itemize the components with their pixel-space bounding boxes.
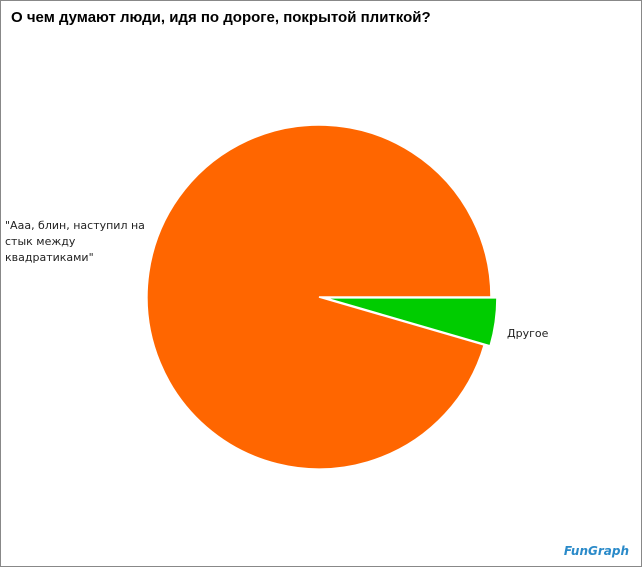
chart-title: О чем думают люди, идя по дороге, покрыт… bbox=[11, 9, 431, 26]
slice-label: Другое bbox=[507, 327, 549, 340]
watermark: FunGraph bbox=[563, 544, 629, 558]
pie-slice bbox=[146, 124, 492, 470]
slice-label: "Ааа, блин, наступил на стык между квадр… bbox=[5, 219, 145, 264]
pie-slice bbox=[324, 297, 498, 347]
